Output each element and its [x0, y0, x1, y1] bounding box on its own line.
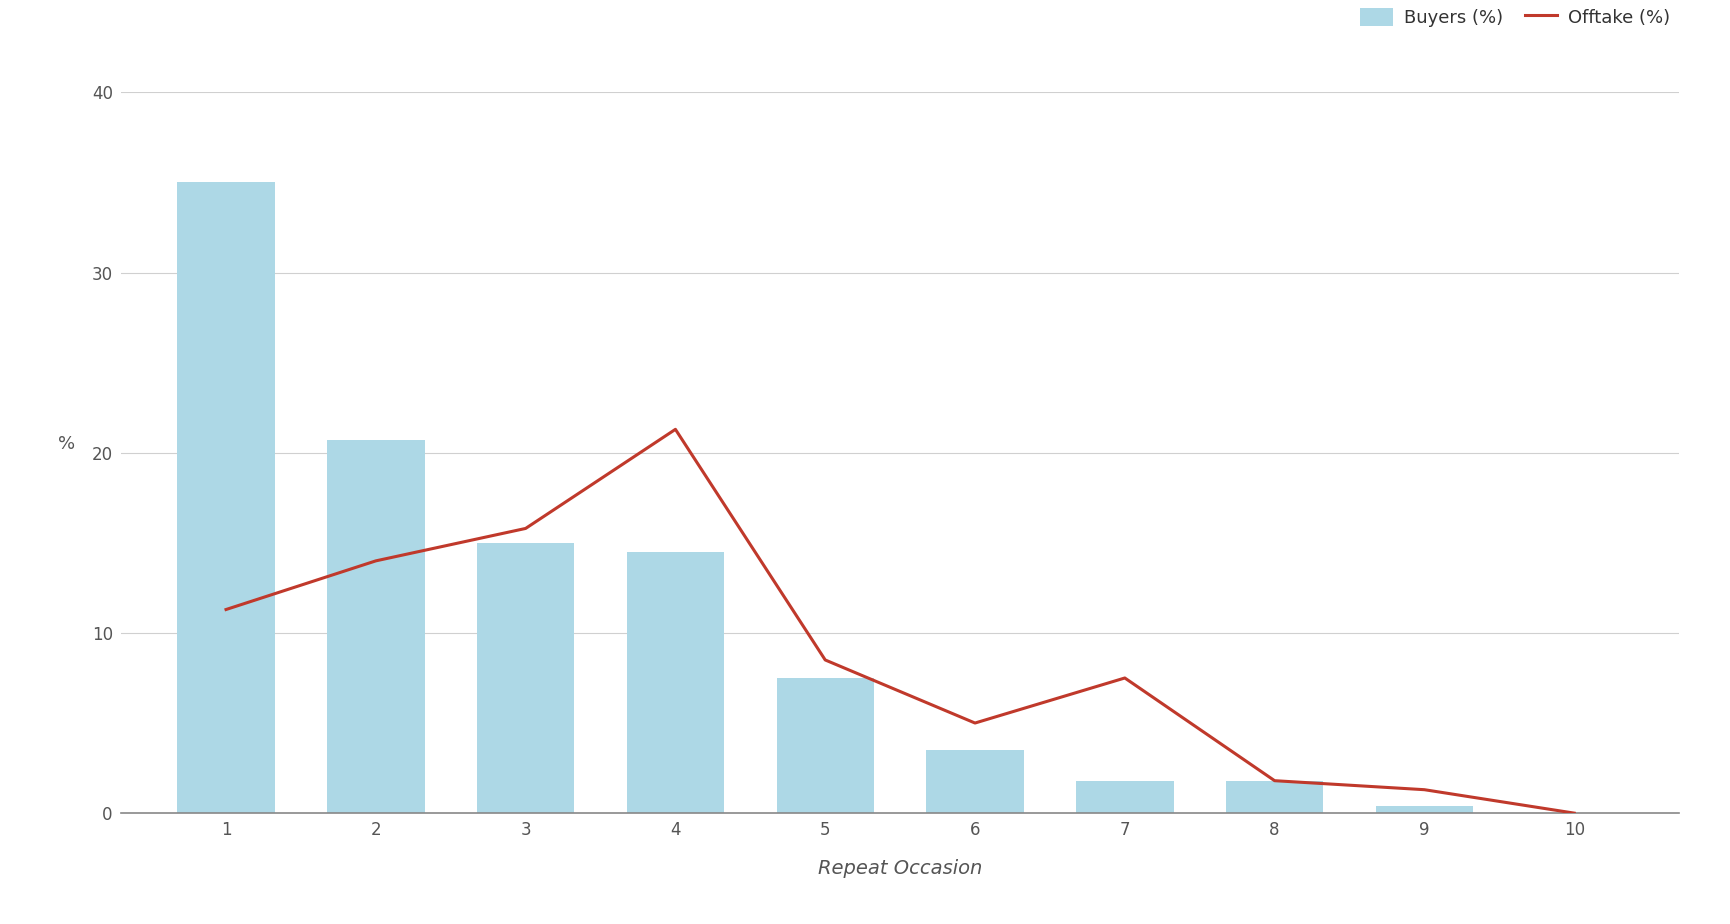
- X-axis label: Repeat Occasion: Repeat Occasion: [818, 859, 981, 878]
- Bar: [1375, 806, 1472, 813]
- Bar: [1225, 781, 1322, 813]
- Bar: [477, 543, 574, 813]
- Legend: Buyers (%), Offtake (%): Buyers (%), Offtake (%): [1360, 7, 1669, 27]
- Y-axis label: %: %: [59, 435, 74, 453]
- Bar: [176, 183, 275, 813]
- Bar: [1076, 781, 1173, 813]
- Bar: [626, 552, 723, 813]
- Bar: [926, 750, 1022, 813]
- Bar: [327, 440, 424, 813]
- Bar: [777, 678, 874, 813]
